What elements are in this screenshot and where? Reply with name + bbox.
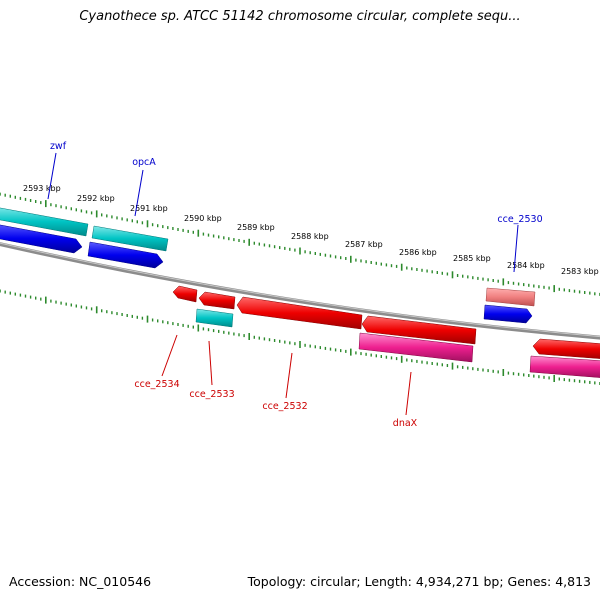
feature-cce-2532-cds[interactable]	[236, 296, 363, 330]
kbp-label-2590: 2590 kbp	[184, 214, 222, 223]
leader-cce-2534	[161, 334, 178, 377]
gene-label-cce-2533[interactable]: cce_2533	[189, 389, 234, 400]
kbp-label-2589: 2589 kbp	[237, 223, 275, 232]
feature-cce-2534-cds[interactable]	[172, 285, 198, 303]
kbp-label-2588: 2588 kbp	[291, 232, 329, 241]
feature-zwf-cds[interactable]	[0, 224, 83, 254]
gene-label-cce-2530[interactable]: cce_2530	[497, 214, 542, 225]
gene-labels: zwf opcA cce_2530 cce_2534 cce_2533 cce_…	[50, 141, 543, 429]
feature-cce-2533-trna[interactable]	[195, 308, 234, 328]
feature-right-cds[interactable]	[532, 338, 600, 359]
gene-label-zwf[interactable]: zwf	[50, 141, 67, 152]
kbp-tick-row-inner	[0, 289, 600, 385]
feature-cce-2530-salmon[interactable]	[485, 287, 536, 307]
gene-label-opcA[interactable]: opcA	[132, 157, 156, 168]
feature-opcA-cds[interactable]	[87, 241, 164, 269]
kbp-label-2593: 2593 kbp	[23, 184, 61, 193]
leader-dnaX	[405, 371, 412, 416]
feature-dnaX-pink[interactable]	[358, 332, 474, 363]
genome-backbone-highlight	[0, 242, 600, 338]
label-leader-lines	[47, 152, 519, 416]
feature-cce-2533-cds[interactable]	[198, 291, 236, 310]
reverse-strand-features	[172, 285, 600, 378]
kbp-scale-labels: 2593 kbp 2592 kbp 2591 kbp 2590 kbp 2589…	[23, 184, 599, 276]
leader-cce-2532	[285, 352, 293, 399]
feature-opcA-trna[interactable]	[91, 225, 169, 252]
kbp-label-2583: 2583 kbp	[561, 267, 599, 276]
kbp-label-2585: 2585 kbp	[453, 254, 491, 263]
forward-strand-features	[0, 207, 536, 324]
topology-text: Topology: circular; Length: 4,934,271 bp…	[247, 574, 591, 589]
kbp-label-2586: 2586 kbp	[399, 248, 437, 257]
feature-dnaX-cds[interactable]	[361, 315, 477, 345]
kbp-label-2584: 2584 kbp	[507, 261, 545, 270]
feature-cce-2530-cds[interactable]	[483, 304, 533, 324]
accession-text: Accession: NC_010546	[9, 574, 152, 589]
kbp-label-2591: 2591 kbp	[130, 204, 168, 213]
kbp-tick-row-outer	[0, 192, 600, 296]
leader-zwf	[47, 152, 57, 200]
feature-zwf-trna[interactable]	[0, 207, 89, 237]
map-title: Cyanothece sp. ATCC 51142 chromosome cir…	[79, 9, 521, 24]
kbp-label-2587: 2587 kbp	[345, 240, 383, 249]
leader-cce-2533	[208, 340, 213, 386]
gene-label-cce-2534[interactable]: cce_2534	[134, 379, 179, 390]
leader-opcA	[134, 169, 144, 217]
genome-backbone	[0, 242, 600, 340]
leader-cce-2530	[513, 224, 519, 273]
gene-label-dnaX[interactable]: dnaX	[393, 418, 418, 429]
kbp-label-2592: 2592 kbp	[77, 194, 115, 203]
gene-label-cce-2532[interactable]: cce_2532	[262, 401, 307, 412]
feature-right-pink[interactable]	[529, 355, 600, 378]
